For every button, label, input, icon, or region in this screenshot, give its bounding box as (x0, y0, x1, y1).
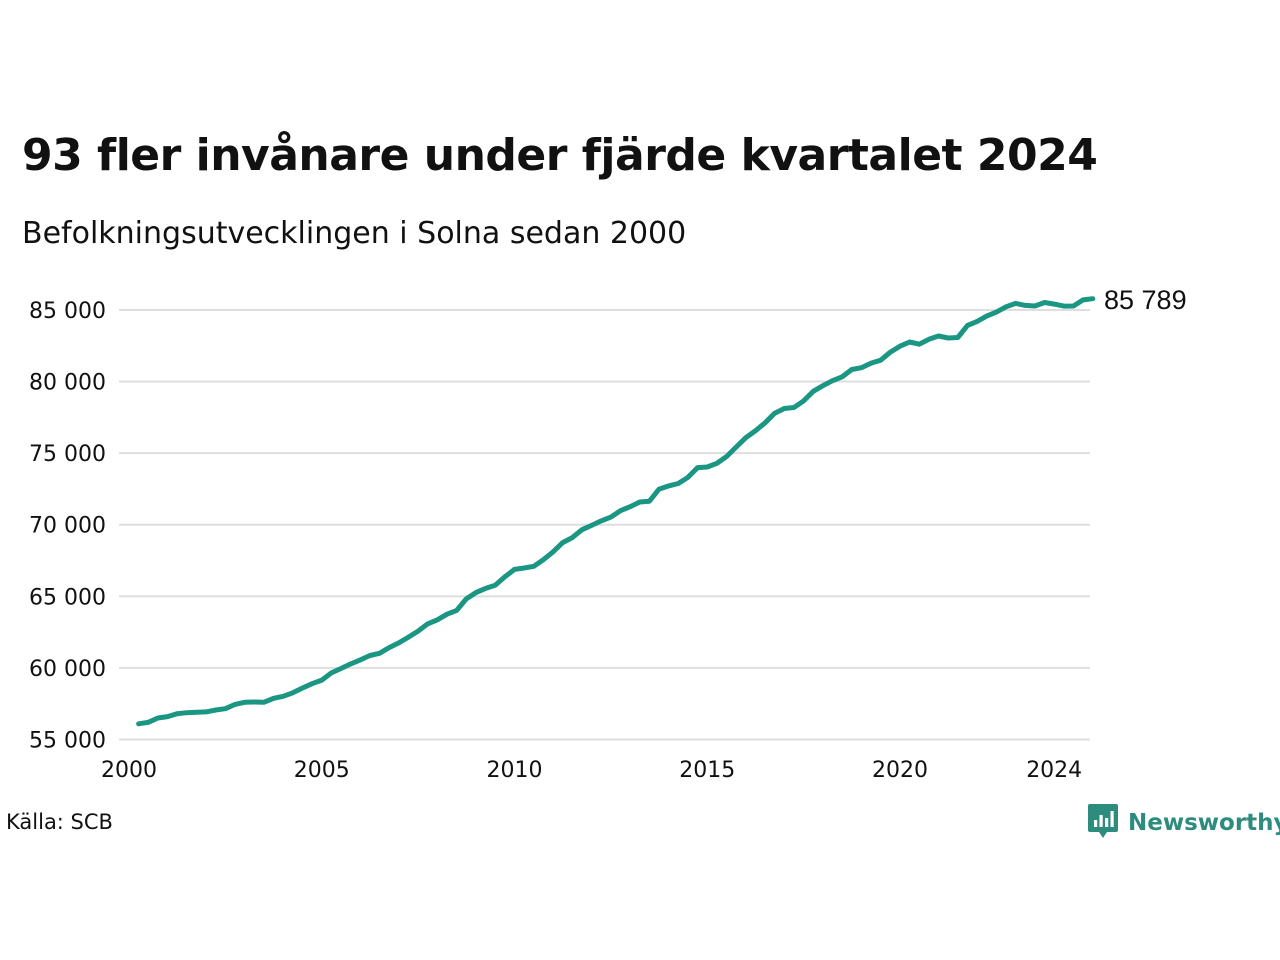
bar-chart-speech-bubble-icon (1088, 803, 1118, 843)
x-tick-label: 2000 (101, 758, 157, 783)
source-credit: Källa: SCB (6, 810, 113, 834)
brand-name: Newsworthy (1128, 810, 1280, 836)
y-tick-label: 60 000 (29, 657, 106, 682)
y-tick-label: 85 000 (29, 299, 106, 324)
series-layer (136, 296, 1096, 727)
y-axis-tick-labels: 55 000 60 000 65 000 70 000 75 000 80 000 85 0… (29, 299, 106, 754)
chart-subtitle: Befolkningsutvecklingen i Solna sedan 20… (22, 216, 687, 251)
chart-title: 93 fler invånare under fjärde kvartalet … (22, 130, 1098, 181)
line-chart: 55 000 60 000 65 000 70 000 75 000 80 000 85 0… (29, 285, 1187, 783)
population-series-line (136, 296, 1096, 727)
x-tick-label: 2020 (872, 758, 928, 783)
x-tick-label: 2015 (679, 758, 735, 783)
y-tick-label: 70 000 (29, 514, 106, 539)
x-axis-tick-labels: 2000 2005 2010 2015 2020 2024 (101, 758, 1082, 783)
y-tick-label: 55 000 (29, 729, 106, 754)
end-value-label: 85 789 (1104, 285, 1187, 315)
gridlines (119, 308, 1090, 741)
y-tick-label: 65 000 (29, 585, 106, 610)
y-tick-label: 75 000 (29, 442, 106, 467)
x-tick-label: 2005 (294, 758, 350, 783)
y-tick-label: 80 000 (29, 371, 106, 396)
x-tick-label: 2010 (487, 758, 543, 783)
x-tick-label: 2024 (1026, 758, 1082, 783)
brand-logo[interactable]: Newsworthy (1088, 803, 1280, 843)
